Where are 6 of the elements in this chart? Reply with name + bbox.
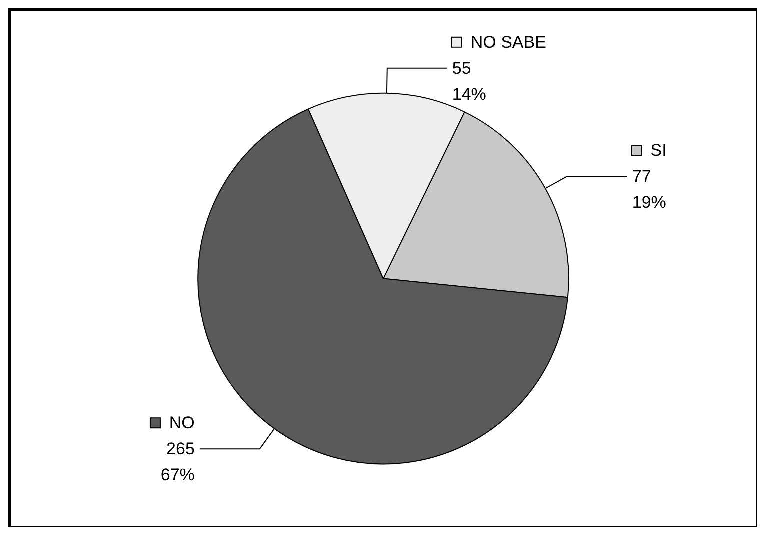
data-label: 55 14%: [452, 58, 486, 104]
legend-label: SI: [650, 141, 667, 160]
data-label: 77 19%: [632, 167, 666, 212]
legend-label: NO SABE: [470, 32, 546, 52]
data-label: 265 67%: [160, 440, 195, 485]
legend-label: NO: [169, 414, 195, 433]
